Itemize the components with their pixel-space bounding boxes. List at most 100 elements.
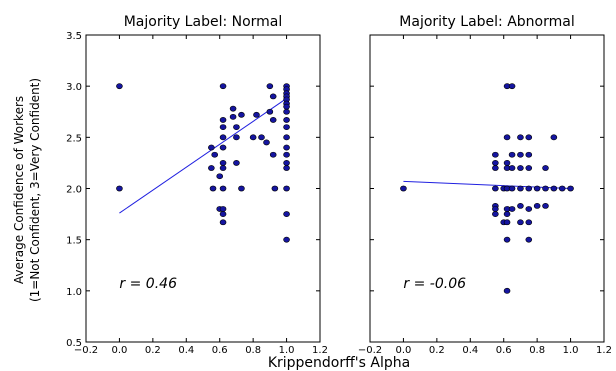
data-point: [283, 211, 290, 217]
data-point: [283, 160, 290, 166]
x-tick-label: 0.0: [395, 345, 411, 356]
data-point: [492, 206, 499, 212]
data-point: [229, 113, 237, 120]
correlation-annotation: r = -0.06: [403, 276, 466, 292]
data-point: [517, 185, 524, 192]
data-point: [283, 151, 290, 158]
y-tick-label: 3.0: [66, 82, 82, 93]
data-point: [253, 111, 260, 118]
data-point: [508, 83, 516, 90]
x-tick-label: −0.2: [358, 345, 382, 356]
data-point: [233, 134, 240, 141]
x-axis-label: Krippendorff's Alpha: [268, 355, 410, 371]
data-point: [208, 144, 215, 151]
x-tick-label: 0.4: [462, 345, 478, 356]
data-point: [503, 236, 511, 243]
x-tick-label: 0.8: [245, 345, 261, 356]
data-point: [269, 93, 277, 100]
data-point: [525, 185, 533, 192]
x-tick-label: 0.8: [529, 345, 545, 356]
data-point: [283, 124, 290, 130]
data-point: [525, 165, 533, 171]
x-tick-label: 1.2: [596, 345, 612, 356]
data-point: [269, 117, 277, 123]
data-point: [208, 165, 215, 171]
y-tick-label: 3.5: [66, 31, 82, 42]
data-point: [219, 165, 227, 171]
data-point: [492, 151, 499, 158]
data-point: [533, 202, 541, 209]
y-axis-label-line2: (1=Not Confident, 3=Very Confident): [28, 78, 42, 302]
data-point: [219, 160, 227, 166]
correlation-annotation: r = 0.46: [119, 276, 177, 292]
data-point: [503, 219, 511, 226]
data-point: [508, 151, 516, 158]
data-point: [492, 211, 499, 217]
data-point: [269, 151, 277, 158]
data-point: [116, 185, 123, 192]
data-point: [219, 206, 227, 212]
data-point: [283, 108, 290, 115]
panel-abnormal: Majority Label: Abnormal −0.2 0.0 0.2 0.4 0.6…: [358, 14, 612, 356]
data-point: [517, 219, 524, 226]
data-point: [550, 185, 558, 192]
data-point: [219, 117, 227, 123]
data-point: [508, 185, 516, 192]
x-tick-label: 0.6: [212, 345, 228, 356]
data-point: [508, 165, 516, 171]
data-point: [542, 165, 549, 171]
data-point: [400, 185, 407, 192]
y-tick-label: 0.5: [66, 338, 82, 349]
x-tick-label: 0.6: [496, 345, 512, 356]
data-point: [238, 185, 245, 192]
x-tick-label: 1.0: [563, 345, 579, 356]
data-point: [263, 139, 270, 146]
data-point: [283, 103, 290, 110]
y-tick-label: 1.0: [66, 287, 82, 298]
data-point: [219, 185, 227, 192]
y-tick-label: 2.5: [66, 133, 82, 144]
data-point: [567, 185, 574, 192]
data-point: [492, 185, 499, 192]
data-point: [550, 134, 558, 141]
data-point: [533, 185, 541, 192]
data-point: [517, 202, 524, 209]
data-point: [116, 83, 123, 90]
data-point: [258, 134, 265, 141]
data-point: [266, 83, 274, 90]
data-point: [219, 144, 227, 151]
data-point: [503, 211, 511, 217]
data-point: [238, 111, 245, 118]
data-point: [492, 165, 499, 171]
data-point: [503, 160, 511, 166]
data-point: [525, 236, 533, 243]
data-point: [542, 202, 549, 209]
panel-title: Majority Label: Normal: [124, 14, 283, 30]
regression-line: [119, 98, 287, 214]
data-point: [525, 206, 533, 212]
panel-normal: Majority Label: Normal −0.2 0.0 0.2 0.4 0.6 0.…: [66, 14, 328, 356]
data-point: [283, 134, 290, 141]
data-point: [216, 173, 224, 180]
data-point: [219, 211, 227, 217]
data-point: [266, 108, 274, 115]
data-point: [508, 206, 516, 212]
data-point: [283, 236, 290, 243]
y-tick-label: 1.5: [66, 236, 82, 247]
data-point: [271, 185, 279, 192]
data-point: [219, 124, 227, 130]
x-tick-label: 0.4: [178, 345, 194, 356]
data-point: [219, 134, 227, 141]
data-point: [209, 185, 217, 192]
data-point: [219, 83, 227, 90]
data-point: [558, 185, 566, 192]
data-point: [283, 117, 290, 123]
data-point: [211, 151, 218, 158]
data-point: [233, 124, 240, 130]
data-point: [283, 144, 290, 151]
x-tick-label: 1.2: [312, 345, 328, 356]
data-point: [525, 134, 533, 141]
data-point: [525, 151, 533, 158]
data-point: [525, 219, 533, 226]
